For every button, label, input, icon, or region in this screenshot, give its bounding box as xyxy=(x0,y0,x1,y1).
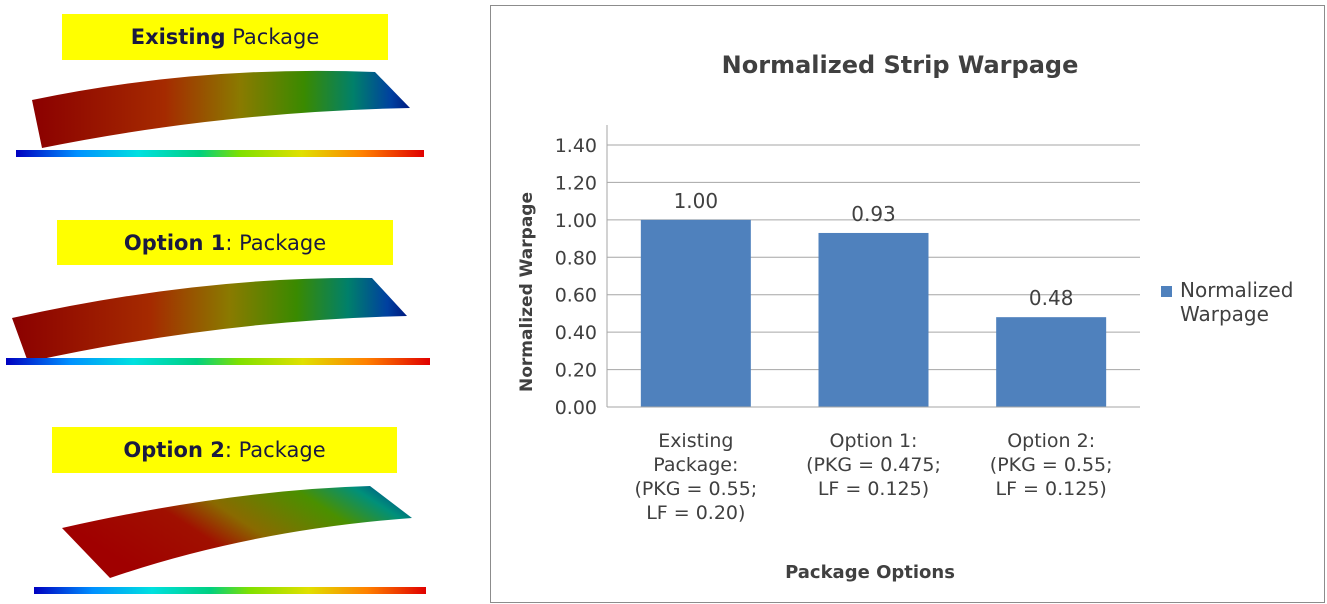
panel-label-bold: Option 2 xyxy=(123,438,224,462)
plate-2 xyxy=(6,278,430,365)
x-tick-label: (PKG = 0.55; xyxy=(634,478,757,500)
panel-label-rest: : Package xyxy=(225,231,326,255)
x-tick-label: (PKG = 0.475; xyxy=(806,454,941,476)
y-axis-title: Normalized Warpage xyxy=(517,192,537,392)
y-tick-label: 0.00 xyxy=(555,397,597,419)
x-tick-label: LF = 0.125) xyxy=(996,478,1107,500)
fem-images xyxy=(0,0,480,604)
legend-label: Normalized Warpage xyxy=(1180,278,1321,326)
legend-swatch xyxy=(1161,286,1172,297)
plate-3 xyxy=(34,486,426,594)
chart-title: Normalized Strip Warpage xyxy=(722,51,1079,79)
data-label: 0.93 xyxy=(851,202,896,226)
bar xyxy=(819,233,929,407)
panel-label: Existing Package xyxy=(62,14,388,60)
x-tick-label: (PKG = 0.55; xyxy=(990,454,1113,476)
y-tick-label: 0.60 xyxy=(555,285,597,307)
panel-label-rest: : Package xyxy=(225,438,326,462)
bar xyxy=(641,220,751,407)
plate-1 xyxy=(16,71,424,157)
x-axis-title: Package Options xyxy=(785,562,955,583)
panel-label-rest: Package xyxy=(226,25,320,49)
legend: Normalized Warpage xyxy=(1161,278,1321,326)
bar xyxy=(996,317,1106,407)
y-tick-label: 1.20 xyxy=(555,172,597,194)
data-label: 1.00 xyxy=(674,189,719,213)
x-tick-label: Option 1: xyxy=(830,430,918,452)
page: {"panels": [ {"bold": "Existing", "rest"… xyxy=(0,0,1327,604)
y-tick-label: 0.20 xyxy=(555,360,597,382)
y-tick-label: 0.40 xyxy=(555,322,597,344)
panel-label: Option 2: Package xyxy=(52,427,397,473)
y-tick-label: 1.00 xyxy=(555,210,597,232)
x-tick-label: Option 2: xyxy=(1007,430,1095,452)
x-tick-label: Package: xyxy=(653,454,738,476)
y-tick-label: 1.40 xyxy=(555,135,597,157)
x-tick-label: Existing xyxy=(658,430,733,452)
x-tick-label: LF = 0.20) xyxy=(646,502,745,524)
x-tick-label: LF = 0.125) xyxy=(818,478,929,500)
panel-label: Option 1: Package xyxy=(57,220,393,265)
y-tick-label: 0.80 xyxy=(555,247,597,269)
data-label: 0.48 xyxy=(1029,286,1074,310)
panel-label-bold: Existing xyxy=(131,25,226,49)
panel-label-bold: Option 1 xyxy=(124,231,225,255)
